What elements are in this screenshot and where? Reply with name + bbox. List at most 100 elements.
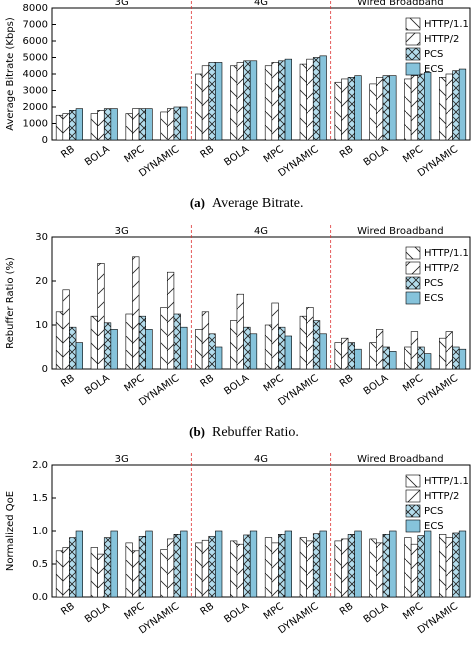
bar — [97, 553, 105, 598]
bar — [103, 537, 112, 598]
section-label: 3G — [115, 226, 129, 237]
bar — [55, 311, 64, 370]
bar — [160, 307, 168, 370]
x-tick-label: BOLA — [83, 144, 112, 169]
legend-swatch — [405, 246, 421, 260]
bar — [439, 533, 447, 598]
x-tick-label: BOLA — [83, 601, 112, 626]
bar — [236, 293, 244, 370]
bar — [208, 535, 216, 598]
bar — [138, 108, 147, 141]
y-tick-label: 7000 — [23, 20, 48, 31]
bar — [145, 108, 153, 141]
legend-swatch — [405, 519, 421, 533]
bar — [404, 78, 412, 141]
y-tick-label: 0.0 — [32, 592, 48, 603]
bar — [452, 532, 460, 598]
bar — [125, 542, 133, 598]
bar — [389, 351, 397, 370]
bar — [375, 329, 384, 370]
x-tick-label: MPC — [262, 373, 286, 394]
bar — [236, 543, 244, 598]
bar — [173, 313, 181, 370]
x-tick-label: RB — [338, 601, 356, 618]
legend-swatch — [405, 47, 421, 61]
bar — [125, 113, 133, 141]
bar — [160, 111, 168, 141]
section-label: 3G — [115, 0, 129, 8]
bar — [299, 63, 307, 141]
bar — [424, 72, 432, 141]
legend-swatch — [405, 62, 421, 76]
bar — [278, 326, 286, 370]
bar — [243, 534, 251, 598]
legend-label: ECS — [424, 293, 444, 304]
bar — [369, 538, 377, 598]
bar — [145, 329, 153, 370]
section-label: Wired Broadband — [357, 226, 444, 237]
bar — [375, 542, 384, 598]
legend-label: ECS — [424, 64, 444, 75]
x-tick-label: RB — [59, 373, 77, 390]
bar — [312, 320, 321, 370]
bar — [389, 75, 397, 141]
legend-label: PCS — [424, 506, 443, 517]
legend-label: HTTP/1.1 — [424, 19, 469, 30]
section-label: 4G — [254, 0, 268, 8]
x-tick-label: RB — [199, 601, 217, 618]
bar — [347, 533, 356, 598]
bar — [319, 333, 327, 370]
bar — [284, 58, 292, 141]
section-label: Wired Broadband — [357, 454, 444, 465]
bar — [375, 77, 384, 141]
bar — [125, 313, 133, 370]
x-tick-label: MPC — [401, 601, 425, 622]
x-tick-label: RB — [199, 373, 217, 390]
legend-swatch — [405, 17, 421, 31]
bar — [55, 114, 64, 141]
y-tick-label: 1000 — [23, 119, 48, 130]
y-tick-label: 3000 — [23, 86, 48, 97]
bar — [62, 289, 70, 370]
y-tick-label: 30 — [35, 232, 48, 243]
legend-swatch — [405, 504, 421, 518]
legend-swatch — [405, 261, 421, 275]
bar — [404, 537, 412, 598]
bar — [132, 550, 140, 598]
bar — [243, 326, 251, 370]
caption-label: (c) — [191, 652, 205, 653]
x-tick-label: MPC — [401, 144, 425, 165]
bar — [271, 62, 279, 141]
bar — [230, 320, 238, 370]
bar — [445, 537, 453, 598]
x-tick-label: RB — [338, 373, 356, 390]
caption-label: (b) — [189, 424, 205, 439]
x-tick-label: MPC — [122, 601, 146, 622]
bar — [69, 326, 77, 370]
bar — [75, 108, 83, 141]
x-tick-label: BOLA — [222, 601, 251, 626]
bar — [312, 57, 321, 141]
x-tick-label: BOLA — [362, 144, 391, 169]
y-tick-label: 4000 — [23, 69, 48, 80]
bar — [97, 263, 105, 370]
legend-label: ECS — [424, 521, 444, 532]
bar — [90, 113, 98, 141]
y-tick-label: 0 — [42, 135, 48, 146]
bar — [264, 324, 273, 370]
caption: Rebuffer Ratio. — [212, 425, 299, 440]
bar — [180, 530, 188, 598]
x-tick-label: BOLA — [222, 373, 251, 398]
bar — [249, 530, 258, 598]
bar — [110, 108, 118, 141]
bar — [264, 537, 273, 598]
bar — [97, 110, 105, 141]
legend-label: HTTP/1.1 — [424, 476, 469, 487]
bar — [452, 346, 460, 370]
bar — [110, 329, 118, 370]
x-tick-label: MPC — [122, 373, 146, 394]
bar — [306, 540, 314, 598]
legend-swatch — [405, 291, 421, 305]
legend-swatch — [405, 489, 421, 503]
bar — [341, 78, 349, 141]
